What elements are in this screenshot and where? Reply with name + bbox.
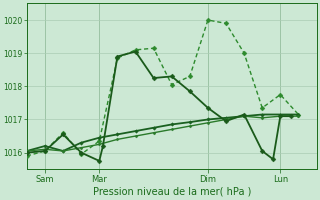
X-axis label: Pression niveau de la mer( hPa ): Pression niveau de la mer( hPa )	[92, 187, 251, 197]
